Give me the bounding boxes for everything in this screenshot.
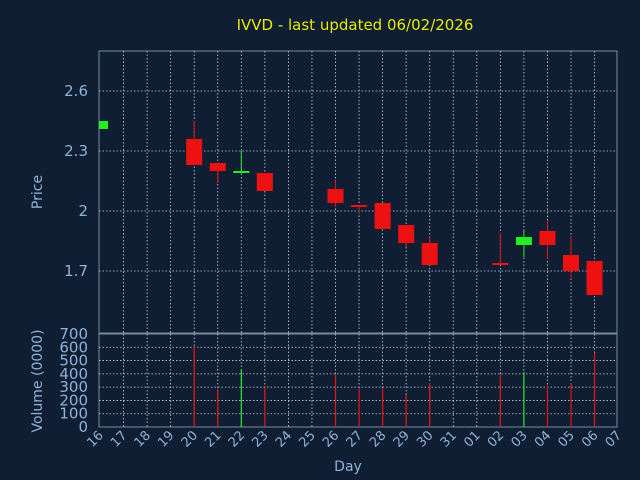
x-tick-label: 03 <box>508 428 530 450</box>
volume-y-tick-label: 300 <box>59 378 88 396</box>
candle-body <box>539 231 556 245</box>
candle <box>186 121 203 165</box>
x-tick-label: 07 <box>603 428 625 450</box>
candle <box>351 205 368 213</box>
volume-y-tick-label: 100 <box>59 405 88 423</box>
x-tick-label: 23 <box>249 428 271 450</box>
price-y-tick-label: 2.3 <box>64 142 88 160</box>
volume-y-tick-label: 600 <box>59 338 88 356</box>
x-tick-label: 18 <box>132 428 154 450</box>
price-y-tick-label: 2.6 <box>64 82 88 100</box>
x-axis-label: Day <box>334 459 362 475</box>
candle-body <box>398 225 415 243</box>
candle <box>327 181 344 207</box>
candle-body <box>99 121 108 129</box>
candle <box>492 233 509 265</box>
volume-y-tick-label: 500 <box>59 352 88 370</box>
volume-y-tick-label: 200 <box>59 391 88 409</box>
candles <box>99 121 603 295</box>
x-tick-label: 28 <box>367 428 389 450</box>
candle <box>515 231 532 257</box>
price-y-ticks: 1.7 2 2.3 2.6 <box>64 82 88 280</box>
x-tick-label: 24 <box>273 428 295 450</box>
price-panel: 1.7 2 2.3 2.6 Price <box>30 50 618 334</box>
candle <box>233 151 250 173</box>
price-y-tick-label: 2 <box>78 202 88 220</box>
candle-body <box>492 263 509 265</box>
x-tick-label: 04 <box>532 428 554 450</box>
price-y-axis-label: Price <box>30 175 46 209</box>
candle <box>539 221 556 259</box>
x-tick-label: 31 <box>438 428 460 450</box>
price-frame <box>98 50 618 334</box>
candle-body <box>421 243 438 265</box>
candle-body <box>327 189 344 203</box>
candle <box>256 173 273 191</box>
x-axis-ticks: 16 17 18 19 20 21 22 23 24 25 26 27 28 29 30 31 01 02 03 04… <box>85 428 625 450</box>
candle-body <box>186 139 203 165</box>
x-tick-label: 25 <box>296 428 318 450</box>
candle-body <box>515 237 532 245</box>
x-tick-label: 29 <box>391 428 413 450</box>
x-tick-label: 06 <box>579 428 601 450</box>
candle <box>563 237 579 279</box>
candle-body <box>209 163 226 171</box>
x-tick-label: 22 <box>226 428 248 450</box>
x-tick-label: 27 <box>344 428 366 450</box>
candle <box>209 163 226 183</box>
candle-body <box>233 171 250 173</box>
price-grid <box>99 51 617 333</box>
x-tick-label: 02 <box>485 428 507 450</box>
chart-title: IVVD - last updated 06/02/2026 <box>237 16 474 34</box>
candle <box>586 261 603 295</box>
price-y-tick-label: 1.7 <box>64 262 88 280</box>
candle <box>99 121 108 129</box>
volume-y-tick-label: 0 <box>78 418 88 436</box>
candle <box>374 203 391 229</box>
volume-frame <box>98 333 618 428</box>
volume-y-tick-label: 700 <box>59 325 88 343</box>
volume-y-tick-label: 400 <box>59 365 88 383</box>
candle <box>398 225 415 247</box>
x-tick-label: 20 <box>179 428 201 450</box>
x-tick-label: 26 <box>320 428 342 450</box>
candle-body <box>351 205 368 207</box>
x-tick-label: 05 <box>556 428 578 450</box>
x-tick-label: 01 <box>461 428 483 450</box>
candle-body <box>563 255 579 271</box>
x-tick-label: 19 <box>155 428 177 450</box>
candle <box>421 237 438 265</box>
volume-grid <box>99 334 617 427</box>
x-tick-label: 30 <box>414 428 436 450</box>
volume-y-axis-label: Volume (0000) <box>30 329 46 432</box>
x-tick-label: 17 <box>108 428 130 450</box>
volume-bars <box>193 345 596 427</box>
candle-body <box>586 261 603 295</box>
candle-body <box>256 173 273 191</box>
candle-body <box>374 203 391 229</box>
x-tick-label: 21 <box>202 428 224 450</box>
